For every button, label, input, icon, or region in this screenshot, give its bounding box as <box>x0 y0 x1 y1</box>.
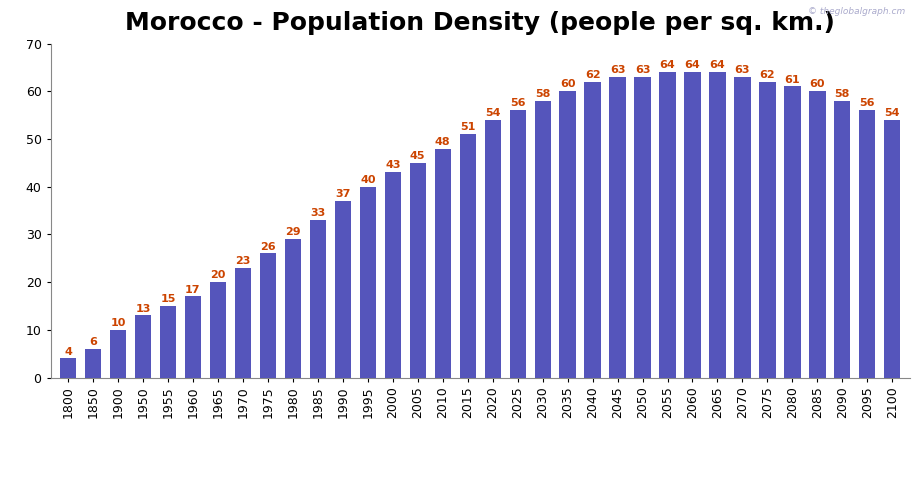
Bar <box>609 77 626 378</box>
Text: 63: 63 <box>734 65 750 75</box>
Bar <box>310 220 326 378</box>
Text: 37: 37 <box>335 189 350 199</box>
Text: 64: 64 <box>685 60 700 70</box>
Text: 51: 51 <box>460 122 475 132</box>
Text: 45: 45 <box>410 151 425 161</box>
Bar <box>810 91 825 378</box>
Text: 26: 26 <box>260 242 276 252</box>
Text: 48: 48 <box>435 136 450 147</box>
Bar <box>410 163 425 378</box>
Text: 29: 29 <box>285 227 301 237</box>
Text: 40: 40 <box>360 175 376 185</box>
Text: © theglobalgraph.cm: © theglobalgraph.cm <box>808 7 905 16</box>
Bar <box>484 120 501 378</box>
Bar <box>85 349 101 378</box>
Bar <box>859 110 876 378</box>
Bar <box>734 77 751 378</box>
Text: 62: 62 <box>584 70 600 80</box>
Bar <box>160 306 176 378</box>
Bar <box>460 134 476 378</box>
Bar <box>535 101 550 378</box>
Bar <box>435 149 451 378</box>
Text: 60: 60 <box>560 79 575 90</box>
Title: Morocco - Population Density (people per sq. km.): Morocco - Population Density (people per… <box>125 11 835 35</box>
Text: 43: 43 <box>385 161 401 170</box>
Text: 33: 33 <box>311 208 325 218</box>
Bar <box>709 72 726 378</box>
Bar <box>685 72 700 378</box>
Text: 6: 6 <box>89 337 96 347</box>
Bar <box>634 77 651 378</box>
Text: 63: 63 <box>610 65 625 75</box>
Bar <box>385 172 401 378</box>
Text: 15: 15 <box>160 294 176 304</box>
Text: 54: 54 <box>885 108 900 118</box>
Text: 23: 23 <box>235 256 251 266</box>
Text: 60: 60 <box>810 79 825 90</box>
Bar <box>560 91 575 378</box>
Bar <box>884 120 901 378</box>
Text: 62: 62 <box>760 70 776 80</box>
Text: 63: 63 <box>635 65 651 75</box>
Bar <box>335 201 351 378</box>
Text: 61: 61 <box>785 75 800 85</box>
Bar <box>185 296 201 378</box>
Text: 64: 64 <box>660 60 675 70</box>
Bar <box>584 82 601 378</box>
Bar <box>834 101 850 378</box>
Bar <box>234 268 251 378</box>
Text: 56: 56 <box>859 98 875 108</box>
Text: 54: 54 <box>485 108 501 118</box>
Bar <box>135 316 151 378</box>
Text: 58: 58 <box>834 89 850 99</box>
Bar <box>784 87 800 378</box>
Bar <box>260 254 276 378</box>
Text: 13: 13 <box>135 303 151 314</box>
Text: 56: 56 <box>510 98 526 108</box>
Bar <box>110 330 126 378</box>
Text: 4: 4 <box>64 347 72 357</box>
Bar <box>509 110 526 378</box>
Text: 58: 58 <box>535 89 550 99</box>
Text: 17: 17 <box>185 285 200 294</box>
Bar <box>660 72 675 378</box>
Bar <box>759 82 776 378</box>
Text: 64: 64 <box>709 60 725 70</box>
Bar <box>60 359 76 378</box>
Text: 10: 10 <box>110 318 126 328</box>
Bar <box>285 239 301 378</box>
Text: 20: 20 <box>210 270 225 280</box>
Bar <box>359 187 376 378</box>
Bar <box>210 282 226 378</box>
